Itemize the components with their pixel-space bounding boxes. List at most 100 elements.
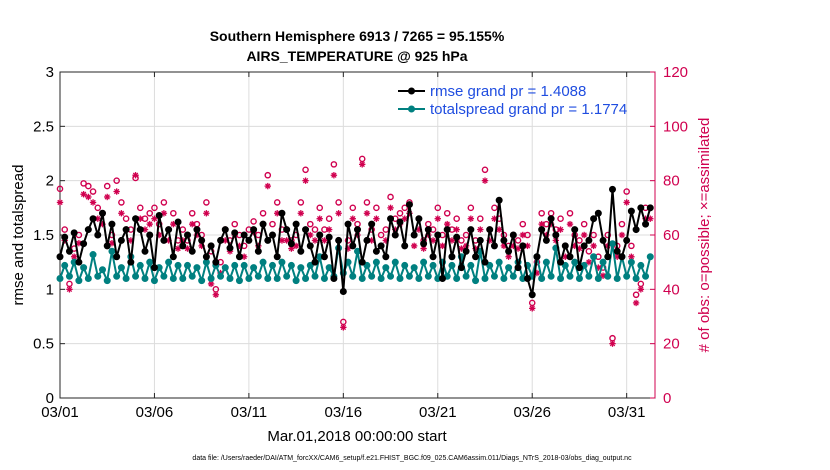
chart-title-line1: Southern Hemisphere 6913 / 7265 = 95.155… xyxy=(210,28,505,44)
rmse-point xyxy=(221,226,229,234)
obs-assimilated-stroke xyxy=(614,254,620,260)
totalspread-point xyxy=(604,272,612,280)
rmse-point xyxy=(618,253,626,261)
rmse-point xyxy=(335,236,343,244)
chart-title-line2: AIRS_TEMPERATURE @ 925 hPa xyxy=(246,48,467,64)
obs-assimilated-point xyxy=(467,215,475,222)
obs-possible-point xyxy=(203,199,210,206)
totalspread-point xyxy=(283,272,291,280)
rmse-point xyxy=(490,242,498,250)
rmse-point xyxy=(401,242,409,250)
totalspread-point xyxy=(240,261,248,269)
rmse-point xyxy=(424,226,432,234)
obs-possible-point xyxy=(250,218,257,225)
obs-assimilated-point xyxy=(557,226,564,233)
obs-assimilated-point xyxy=(264,182,271,190)
obs-assimilated-stroke xyxy=(368,237,375,244)
obs-assimilated-stroke xyxy=(364,210,370,216)
obs-assimilated-stroke xyxy=(430,237,436,244)
rmse-point xyxy=(542,236,550,244)
rmse-point xyxy=(165,226,173,234)
obs-possible-point xyxy=(113,177,120,184)
obs-assimilated-stroke xyxy=(265,183,271,189)
rmse-point xyxy=(179,242,187,250)
rmse-point xyxy=(169,253,177,261)
totalspread-point xyxy=(132,272,140,280)
rmse-point xyxy=(264,236,272,244)
obs-assimilated-stroke xyxy=(387,205,394,211)
totalspread-point xyxy=(509,272,517,280)
totalspread-point xyxy=(65,272,73,280)
totalspread-point xyxy=(599,258,607,266)
totalspread-point xyxy=(396,274,404,282)
data-file-footnote: data file: /Users/raeder/DAI/ATM_forcXX/… xyxy=(192,455,632,462)
obs-assimilated-stroke xyxy=(524,243,531,249)
rmse-point xyxy=(174,218,182,226)
obs-assimilated-stroke xyxy=(151,216,158,222)
obs-assimilated-point xyxy=(104,193,111,201)
totalspread-point xyxy=(557,274,565,282)
totalspread-point xyxy=(453,274,461,282)
rmse-point xyxy=(311,258,319,266)
rmse-point xyxy=(269,231,276,239)
obs-assimilated-stroke xyxy=(95,216,101,222)
obs-assimilated-stroke xyxy=(567,221,573,227)
obs-assimilated-point xyxy=(481,177,489,184)
obs-possible-point xyxy=(85,182,92,190)
y-right-tick-label: 60 xyxy=(663,227,680,244)
obs-assimilated-stroke xyxy=(90,199,96,206)
rmse-point xyxy=(99,209,106,217)
rmse-point xyxy=(117,236,125,244)
obs-assimilated-stroke xyxy=(586,259,592,265)
obs-possible-point xyxy=(481,166,489,174)
totalspread-point xyxy=(259,258,267,266)
y-right-tick-label: 20 xyxy=(663,336,680,353)
obs-possible-point xyxy=(231,220,239,228)
totalspread-point xyxy=(429,261,437,269)
obs-assimilated-stroke xyxy=(241,254,247,260)
rmse-point xyxy=(439,274,446,282)
totalspread-point xyxy=(627,258,635,266)
obs-possible-point xyxy=(297,199,305,206)
totalspread-point xyxy=(254,272,262,280)
rmse-point xyxy=(302,226,310,234)
rmse-point xyxy=(495,196,503,204)
rmse-point xyxy=(580,242,588,250)
obs-assimilated-point xyxy=(580,231,588,239)
obs-assimilated-point xyxy=(330,172,338,179)
obs-assimilated-stroke xyxy=(350,216,356,222)
obs-assimilated-stroke xyxy=(128,237,134,244)
totalspread-point xyxy=(80,264,88,272)
obs-possible-point xyxy=(56,185,64,193)
x-tick-label: 03/26 xyxy=(513,404,551,421)
obs-possible-point xyxy=(264,171,272,179)
totalspread-point xyxy=(160,272,168,280)
totalspread-point xyxy=(363,261,371,269)
totalspread-point xyxy=(500,274,508,282)
totalspread-point xyxy=(575,274,583,282)
obs-assimilated-stroke xyxy=(647,216,653,222)
obs-assimilated-point xyxy=(321,237,328,244)
totalspread-point xyxy=(103,277,111,285)
rmse-point xyxy=(212,258,220,266)
y-axis-left-label: rmse and totalspread xyxy=(10,165,27,306)
rmse-point xyxy=(250,226,258,234)
obs-assimilated-stroke xyxy=(104,194,110,200)
totalspread-point xyxy=(472,277,480,285)
rmse-point xyxy=(382,253,390,261)
obs-assimilated-point xyxy=(562,253,569,260)
obs-assimilated-stroke xyxy=(482,177,488,184)
rmse-point xyxy=(476,236,484,244)
obs-assimilated-stroke xyxy=(321,237,328,244)
totalspread-point xyxy=(264,274,272,282)
totalspread-point xyxy=(632,274,640,282)
rmse-point xyxy=(358,258,366,266)
obs-assimilated-point xyxy=(618,231,626,239)
totalspread-point xyxy=(108,247,116,255)
rmse-point xyxy=(590,215,598,223)
legend-totalspread-label: totalspread grand pr = 1.1774 xyxy=(430,101,627,118)
rmse-point xyxy=(339,288,347,296)
totalspread-point xyxy=(571,258,579,266)
obs-assimilated-stroke xyxy=(505,254,512,260)
